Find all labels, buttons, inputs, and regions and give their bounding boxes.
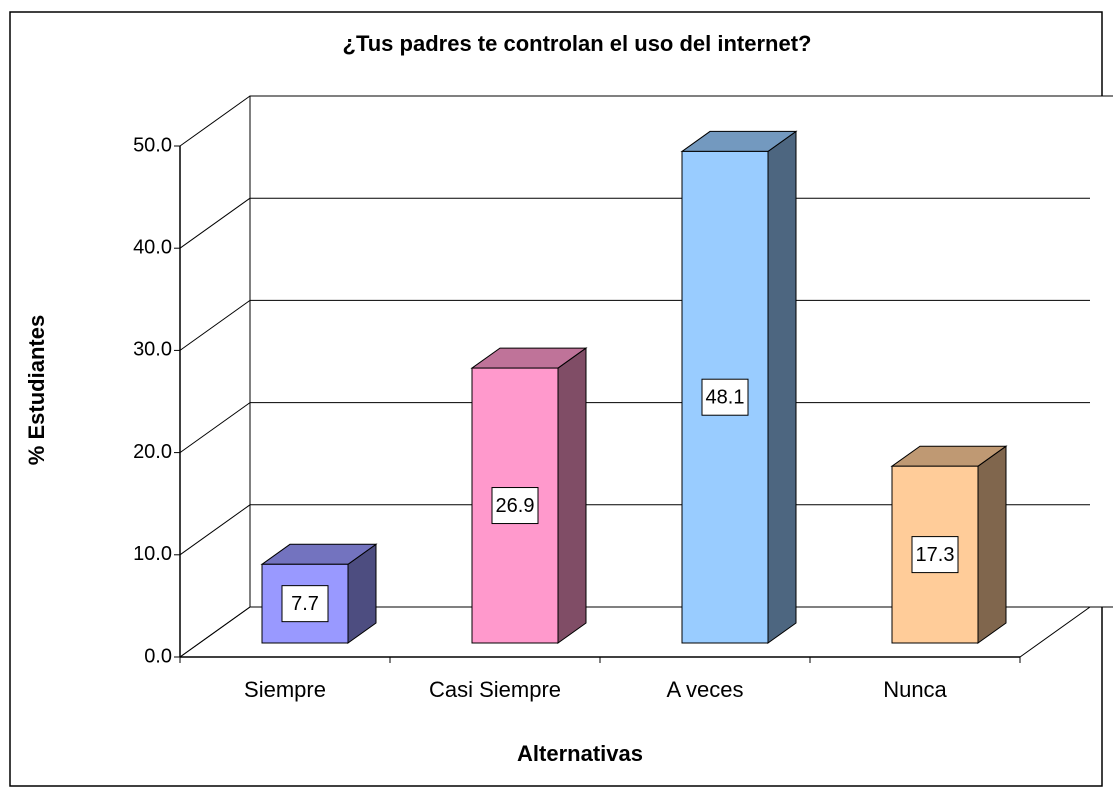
value-label-box [491,487,539,525]
value-label-box [911,536,959,574]
y-tick-label: 0.0 [144,645,172,667]
grid-line-side [179,504,251,556]
grid-line-side [179,402,251,454]
y-tick-label: 50.0 [133,134,172,156]
bar-side [557,347,587,644]
y-tick-label: 10.0 [133,543,172,565]
grid-line-side [179,606,251,658]
value-label: 26.9 [496,495,535,517]
bar-side [767,130,797,644]
chart-title: ¿Tus padres te controlan el uso del inte… [343,31,812,56]
bar-side [977,445,1007,644]
x-tick-label: Nunca [883,677,947,702]
grid-line-side [179,197,251,249]
grid-line-side [179,95,251,147]
value-label: 17.3 [916,544,955,566]
value-label-box [701,378,749,416]
y-axis-title: % Estudiantes [24,315,49,465]
x-tick-label: Siempre [244,677,326,702]
x-axis-title: Alternativas [517,741,643,766]
x-tick-label: A veces [666,677,743,702]
value-label: 7.7 [291,593,319,615]
x-tick-label: Casi Siempre [429,677,561,702]
value-label-box [281,585,329,623]
y-tick-label: 30.0 [133,339,172,361]
y-tick-label: 40.0 [133,236,172,258]
value-label: 48.1 [706,386,745,408]
grid-line-side [179,299,251,351]
y-tick-label: 20.0 [133,441,172,463]
